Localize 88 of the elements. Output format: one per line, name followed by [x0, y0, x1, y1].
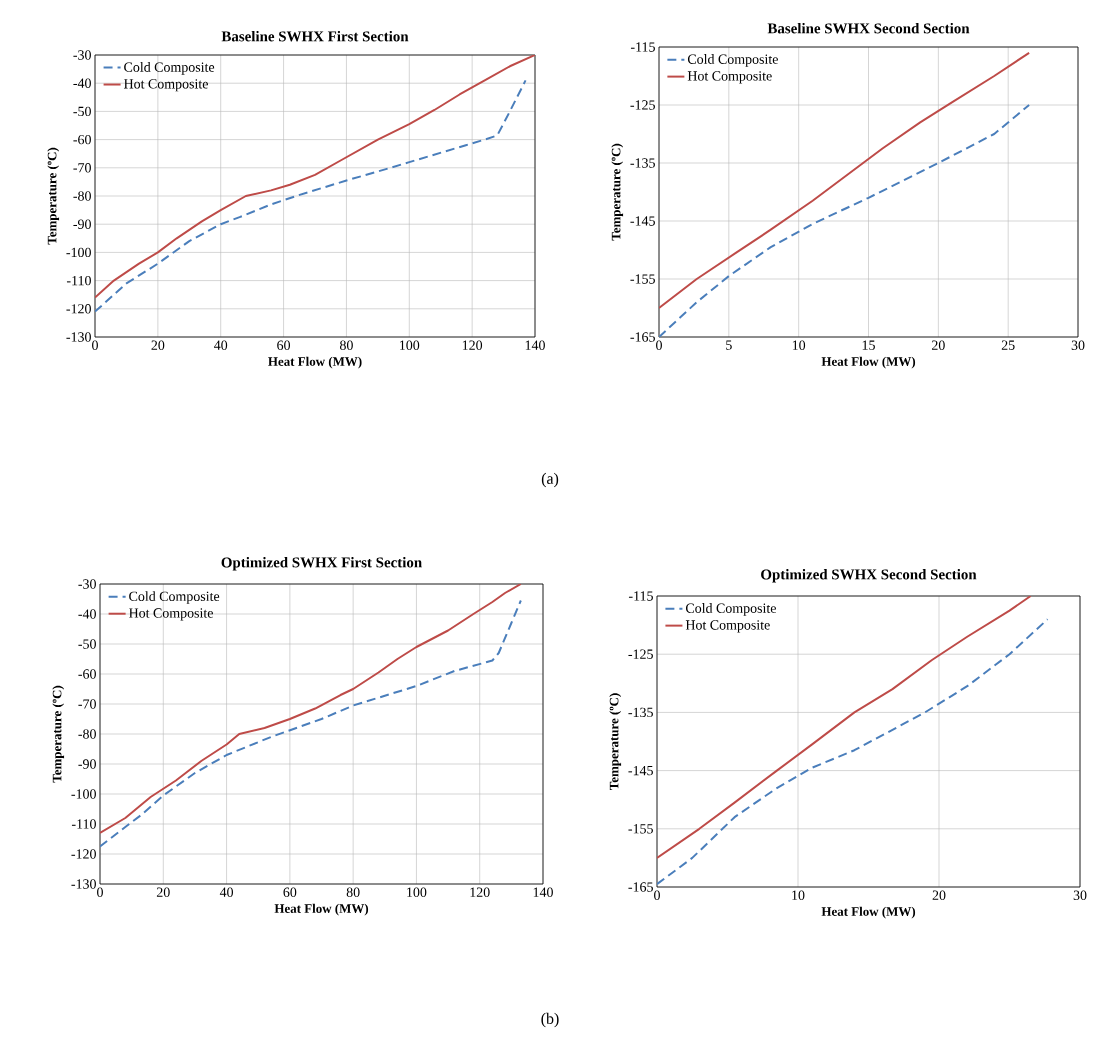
- y-tick-label: -120: [66, 304, 91, 314]
- y-tick-label: -90: [78, 759, 96, 769]
- y-tick-label: -70: [73, 163, 91, 173]
- y-tick-label: -60: [78, 669, 96, 679]
- y-tick-label: -115: [628, 591, 653, 601]
- y-tick-label: -110: [66, 275, 91, 286]
- x-tick-label: 30: [1071, 340, 1085, 350]
- chart-title: Baseline SWHX Second Section: [767, 22, 970, 34]
- y-tick-label: -130: [71, 879, 96, 889]
- x-tick-label: 20: [932, 890, 946, 900]
- line-series: [659, 104, 1031, 337]
- x-tick-label: 140: [525, 340, 545, 350]
- x-tick-label: 0: [97, 887, 103, 897]
- y-tick-label: -50: [73, 106, 91, 117]
- x-axis-title: Heat Flow (MW): [274, 903, 369, 916]
- y-axis-title: Temperature (ºC): [52, 685, 65, 783]
- y-tick-label: -30: [78, 579, 96, 589]
- y-tick-label: -135: [628, 707, 653, 718]
- legend-label: Hot Composite: [687, 71, 772, 84]
- y-tick-label: -145: [630, 216, 655, 226]
- text: (b): [541, 1012, 559, 1028]
- y-tick-label: -70: [78, 699, 96, 709]
- x-tick-label: 80: [346, 887, 360, 897]
- x-tick-label: 120: [470, 887, 490, 897]
- chart-title: Baseline SWHX First Section: [221, 30, 409, 42]
- x-tick-label: 140: [533, 887, 553, 897]
- y-tick-label: -50: [78, 639, 96, 649]
- legend-label: Cold Composite: [687, 54, 778, 67]
- legend-label: Cold Composite: [686, 603, 776, 616]
- y-tick-label: -80: [73, 191, 91, 201]
- x-axis-title: Heat Flow (MW): [821, 356, 916, 369]
- y-tick-label: -40: [78, 609, 96, 619]
- y-tick-label: -130: [66, 332, 91, 342]
- x-tick-label: 5: [726, 340, 732, 350]
- y-tick-label: -60: [73, 134, 91, 145]
- legend-label: Cold Composite: [124, 61, 215, 75]
- x-tick-label: 0: [656, 340, 662, 350]
- legend-label: Hot Composite: [129, 608, 213, 621]
- line-series: [95, 79, 527, 313]
- y-tick-label: -135: [630, 158, 655, 168]
- y-axis-title: Temperature (ºC): [609, 693, 622, 791]
- x-tick-label: 20: [151, 340, 165, 350]
- y-tick-label: -100: [66, 247, 91, 258]
- y-tick-label: -30: [73, 50, 91, 60]
- y-axis-title: Temperature (ºC): [611, 143, 624, 241]
- x-tick-label: 25: [1001, 340, 1015, 350]
- line-series: [657, 596, 1032, 859]
- x-tick-label: 40: [219, 887, 234, 897]
- x-tick-label: 60: [277, 340, 291, 350]
- y-tick-label: -100: [71, 789, 96, 799]
- x-tick-label: 10: [792, 340, 806, 350]
- x-axis-title: Heat Flow (MW): [821, 906, 916, 919]
- line-series: [657, 618, 1049, 886]
- chart-title: Optimized SWHX Second Section: [761, 568, 977, 583]
- y-tick-label: -155: [628, 824, 653, 834]
- x-tick-label: 120: [462, 340, 483, 350]
- y-tick-label: -120: [71, 849, 96, 859]
- x-axis-title: Heat Flow (MW): [268, 356, 362, 369]
- y-tick-label: -125: [628, 649, 653, 659]
- y-axis-title: Temperature (ºC): [47, 147, 60, 245]
- legend-label: Hot Composite: [685, 620, 770, 633]
- x-tick-label: 100: [407, 887, 427, 897]
- x-tick-label: 100: [400, 340, 420, 350]
- y-tick-label: -155: [630, 274, 655, 284]
- x-tick-label: 15: [862, 340, 875, 350]
- legend-label: Cold Composite: [129, 591, 220, 604]
- x-tick-label: 60: [283, 887, 297, 897]
- x-tick-label: 80: [339, 340, 353, 350]
- y-tick-label: -40: [73, 78, 91, 88]
- y-tick-label: -80: [78, 729, 96, 739]
- y-tick-label: -145: [628, 765, 653, 776]
- text: (a): [541, 472, 559, 488]
- y-tick-label: -110: [71, 819, 96, 829]
- y-tick-label: -165: [630, 332, 655, 342]
- x-tick-label: 0: [654, 890, 660, 900]
- y-tick-label: -90: [73, 219, 91, 229]
- y-tick-label: -125: [630, 100, 655, 110]
- x-tick-label: 40: [214, 340, 228, 350]
- legend-label: Hot Composite: [123, 79, 208, 92]
- y-tick-label: -115: [630, 42, 655, 52]
- x-tick-label: 30: [1073, 890, 1087, 900]
- x-tick-label: 20: [931, 340, 945, 350]
- line-series: [95, 55, 535, 299]
- x-tick-label: 0: [92, 340, 98, 350]
- x-tick-label: 20: [156, 887, 170, 897]
- chart-title: Optimized SWHX First Section: [221, 556, 422, 571]
- y-tick-label: -165: [628, 882, 653, 892]
- x-tick-label: 10: [792, 890, 805, 900]
